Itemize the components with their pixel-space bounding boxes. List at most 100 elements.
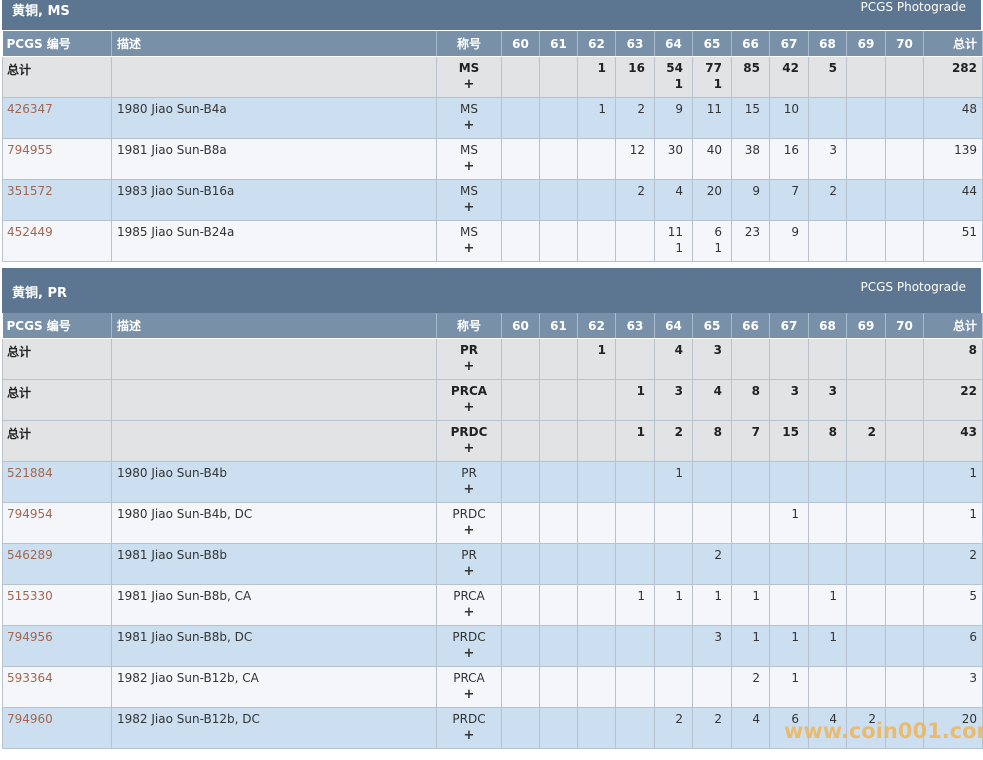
cell-id[interactable]: 452449 bbox=[2, 220, 112, 262]
pcgs-number-link[interactable]: 426347 bbox=[7, 102, 53, 116]
cell-grade-66[interactable]: 15 bbox=[731, 97, 770, 139]
col-header-grade-70[interactable]: 70 bbox=[885, 313, 924, 339]
pcgs-number-link[interactable]: 515330 bbox=[7, 589, 53, 603]
plus-icon[interactable]: + bbox=[463, 359, 475, 374]
pcgs-number-link[interactable]: 351572 bbox=[7, 184, 53, 198]
cell-grade-65[interactable]: 2 bbox=[692, 707, 732, 749]
plus-icon[interactable]: + bbox=[463, 400, 475, 415]
cell-id[interactable]: 794955 bbox=[2, 138, 112, 180]
plus-icon[interactable]: + bbox=[463, 523, 475, 538]
pcgs-number-link[interactable]: 794960 bbox=[7, 712, 53, 726]
cell-grade-67[interactable]: 9 bbox=[769, 220, 809, 262]
col-header-grade-68[interactable]: 68 bbox=[808, 313, 847, 339]
cell-grade-66[interactable]: 2 bbox=[731, 666, 770, 708]
cell-grade-67[interactable]: 3 bbox=[769, 379, 809, 421]
cell-grade-65[interactable]: 4 bbox=[692, 379, 732, 421]
cell-grade-66[interactable]: 1 bbox=[731, 625, 770, 667]
cell-id[interactable]: 794954 bbox=[2, 502, 112, 544]
col-header-grade-67[interactable]: 67 bbox=[769, 313, 809, 339]
pcgs-number-link[interactable]: 521884 bbox=[7, 466, 53, 480]
cell-grade-66[interactable]: 23 bbox=[731, 220, 770, 262]
plus-icon[interactable]: + bbox=[463, 605, 475, 620]
cell-grade-64[interactable]: 54 1 bbox=[654, 56, 693, 98]
cell-grade-66[interactable]: 4 bbox=[731, 707, 770, 749]
cell-grade-65[interactable]: 77 1 bbox=[692, 56, 732, 98]
cell-grade-67[interactable]: 16 bbox=[769, 138, 809, 180]
cell-grade-67[interactable]: 1 bbox=[769, 502, 809, 544]
col-header-grade-61[interactable]: 61 bbox=[539, 313, 578, 339]
cell-grade-67[interactable]: 42 bbox=[769, 56, 809, 98]
cell-grade-65[interactable]: 8 bbox=[692, 420, 732, 462]
plus-icon[interactable]: + bbox=[463, 77, 475, 92]
plus-icon[interactable]: + bbox=[463, 482, 475, 497]
cell-grade-67[interactable]: 10 bbox=[769, 97, 809, 139]
cell-grade-63[interactable]: 16 bbox=[615, 56, 655, 98]
cell-grade-64[interactable]: 1 bbox=[654, 461, 693, 503]
pcgs-number-link[interactable]: 452449 bbox=[7, 225, 53, 239]
cell-grade-64[interactable]: 9 bbox=[654, 97, 693, 139]
cell-grade-64[interactable]: 3 bbox=[654, 379, 693, 421]
plus-icon[interactable]: + bbox=[463, 159, 475, 174]
plus-icon[interactable]: + bbox=[463, 118, 475, 133]
col-header-desc[interactable]: 描述 bbox=[111, 31, 437, 57]
cell-grade-66[interactable]: 1 bbox=[731, 584, 770, 626]
col-header-grade-63[interactable]: 63 bbox=[615, 31, 655, 57]
cell-grade-62[interactable]: 1 bbox=[577, 56, 616, 98]
cell-grade-69[interactable]: 2 bbox=[846, 707, 886, 749]
plus-icon[interactable]: + bbox=[463, 687, 475, 702]
cell-id[interactable]: 546289 bbox=[2, 543, 112, 585]
cell-grade-66[interactable]: 9 bbox=[731, 179, 770, 221]
cell-grade-64[interactable]: 4 bbox=[654, 338, 693, 380]
col-header-grade-61[interactable]: 61 bbox=[539, 31, 578, 57]
col-header-designation[interactable]: 称号 bbox=[436, 313, 502, 339]
cell-id[interactable]: 351572 bbox=[2, 179, 112, 221]
cell-grade-64[interactable]: 30 bbox=[654, 138, 693, 180]
cell-grade-65[interactable]: 3 bbox=[692, 338, 732, 380]
cell-grade-68[interactable]: 3 bbox=[808, 138, 847, 180]
col-header-grade-66[interactable]: 66 bbox=[731, 313, 770, 339]
pcgs-number-link[interactable]: 794956 bbox=[7, 630, 53, 644]
cell-grade-64[interactable]: 2 bbox=[654, 707, 693, 749]
cell-id[interactable]: 593364 bbox=[2, 666, 112, 708]
photograde-link[interactable]: PCGS Photograde bbox=[860, 0, 966, 14]
col-header-grade-65[interactable]: 65 bbox=[692, 313, 732, 339]
pcgs-number-link[interactable]: 593364 bbox=[7, 671, 53, 685]
cell-grade-63[interactable]: 2 bbox=[615, 97, 655, 139]
cell-grade-63[interactable]: 1 bbox=[615, 379, 655, 421]
plus-icon[interactable]: + bbox=[463, 441, 475, 456]
pcgs-number-link[interactable]: 794954 bbox=[7, 507, 53, 521]
col-header-designation[interactable]: 称号 bbox=[436, 31, 502, 57]
col-header-grade-67[interactable]: 67 bbox=[769, 31, 809, 57]
cell-grade-68[interactable]: 1 bbox=[808, 584, 847, 626]
col-header-grade-66[interactable]: 66 bbox=[731, 31, 770, 57]
col-header-grade-60[interactable]: 60 bbox=[501, 313, 540, 339]
cell-grade-68[interactable]: 4 bbox=[808, 707, 847, 749]
cell-grade-63[interactable]: 12 bbox=[615, 138, 655, 180]
cell-grade-67[interactable]: 15 bbox=[769, 420, 809, 462]
photograde-link[interactable]: PCGS Photograde bbox=[860, 280, 966, 294]
col-header-grade-63[interactable]: 63 bbox=[615, 313, 655, 339]
cell-id[interactable]: 794960 bbox=[2, 707, 112, 749]
cell-grade-66[interactable]: 7 bbox=[731, 420, 770, 462]
col-header-grade-69[interactable]: 69 bbox=[846, 31, 886, 57]
plus-icon[interactable]: + bbox=[463, 241, 475, 256]
plus-icon[interactable]: + bbox=[463, 728, 475, 743]
cell-grade-69[interactable]: 2 bbox=[846, 420, 886, 462]
plus-icon[interactable]: + bbox=[463, 564, 475, 579]
cell-grade-62[interactable]: 1 bbox=[577, 97, 616, 139]
cell-grade-65[interactable]: 40 bbox=[692, 138, 732, 180]
cell-grade-65[interactable]: 1 bbox=[692, 584, 732, 626]
cell-grade-65[interactable]: 11 bbox=[692, 97, 732, 139]
col-header-id[interactable]: PCGS 编号 bbox=[2, 313, 112, 339]
cell-id[interactable]: 515330 bbox=[2, 584, 112, 626]
cell-grade-66[interactable]: 8 bbox=[731, 379, 770, 421]
cell-id[interactable]: 426347 bbox=[2, 97, 112, 139]
col-header-grade-64[interactable]: 64 bbox=[654, 313, 693, 339]
cell-grade-65[interactable]: 20 bbox=[692, 179, 732, 221]
col-header-total[interactable]: 总计 bbox=[923, 31, 983, 57]
col-header-grade-70[interactable]: 70 bbox=[885, 31, 924, 57]
pcgs-number-link[interactable]: 794955 bbox=[7, 143, 53, 157]
cell-grade-63[interactable]: 1 bbox=[615, 420, 655, 462]
cell-grade-66[interactable]: 38 bbox=[731, 138, 770, 180]
